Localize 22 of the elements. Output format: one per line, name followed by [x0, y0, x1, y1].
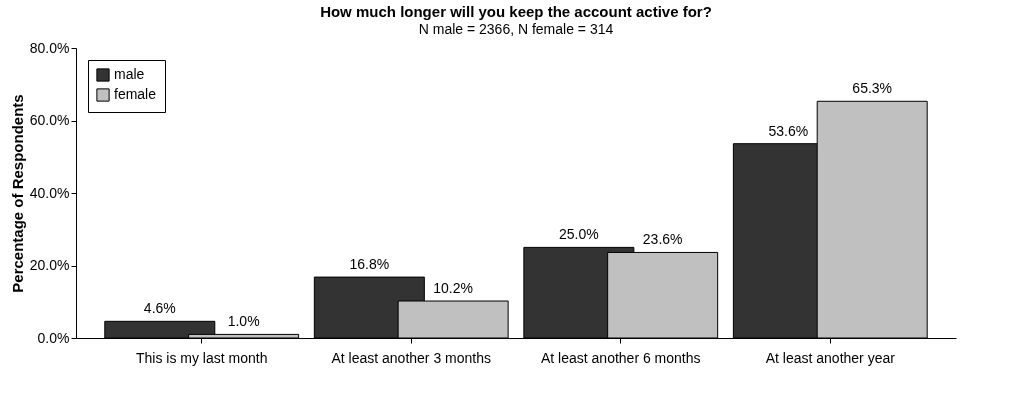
data-label: 53.6%	[768, 122, 809, 139]
data-label: 23.6%	[642, 231, 683, 248]
data-label: 4.6%	[143, 300, 176, 317]
chart-subtitle: N male = 2366, N female = 314	[418, 21, 614, 37]
data-label: 25.0%	[559, 226, 599, 243]
x-tick-label: This is my last month	[135, 349, 268, 366]
chart-title: How much longer will you keep the account active for?	[320, 3, 712, 20]
x-tick-label: At least another 3 months	[331, 349, 492, 366]
y-axis-title: Percentage of Respondents	[8, 94, 26, 293]
data-label: 10.2%	[433, 280, 473, 297]
data-label: 16.8%	[349, 256, 390, 273]
legend-label: female	[114, 86, 157, 102]
y-tick-label: 40.0%	[29, 184, 70, 201]
y-tick-label: 80.0%	[29, 39, 70, 56]
y-tick-label: 20.0%	[29, 257, 70, 273]
data-label: 65.3%	[852, 80, 893, 97]
y-tick-label: 0.0%	[37, 329, 70, 346]
x-tick-label: At least another 6 months	[540, 349, 701, 366]
x-tick-label: At least another year	[765, 349, 896, 366]
y-tick-label: 60.0%	[29, 112, 70, 128]
data-label: 1.0%	[227, 313, 260, 330]
legend-label: male	[114, 66, 145, 82]
